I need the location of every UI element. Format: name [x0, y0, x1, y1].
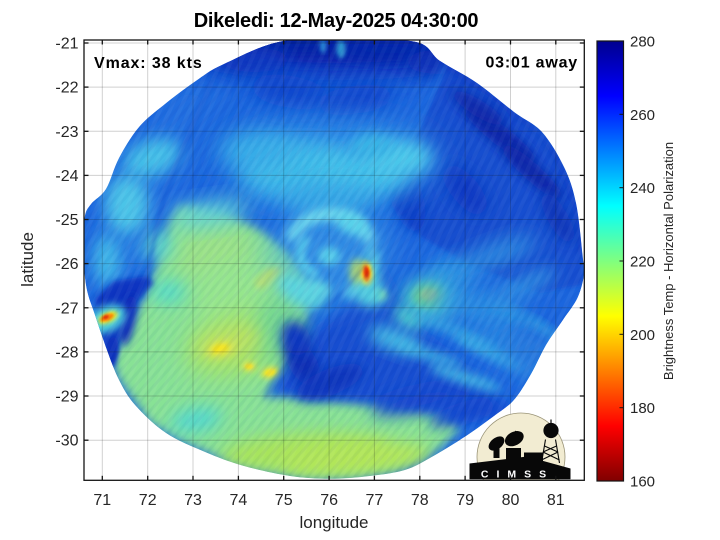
- svg-text:-28: -28: [55, 344, 78, 361]
- svg-text:-27: -27: [55, 300, 78, 317]
- svg-text:73: 73: [184, 492, 202, 509]
- svg-text:220: 220: [630, 254, 655, 271]
- svg-text:78: 78: [411, 492, 429, 509]
- svg-text:-23: -23: [55, 124, 78, 141]
- svg-text:-26: -26: [55, 256, 78, 273]
- svg-text:81: 81: [547, 492, 565, 509]
- svg-text:longitude: longitude: [299, 513, 368, 532]
- svg-text:180: 180: [630, 400, 655, 417]
- svg-text:280: 280: [630, 34, 655, 51]
- svg-text:-29: -29: [55, 389, 78, 406]
- svg-text:260: 260: [630, 107, 655, 124]
- svg-text:240: 240: [630, 180, 655, 197]
- svg-text:CIMSS: CIMSS: [481, 469, 554, 481]
- svg-text:-30: -30: [55, 433, 78, 450]
- svg-text:latitude: latitude: [18, 232, 37, 287]
- svg-text:71: 71: [93, 492, 111, 509]
- svg-text:-21: -21: [55, 36, 78, 53]
- svg-text:75: 75: [275, 492, 293, 509]
- svg-text:03:01 away: 03:01 away: [485, 55, 578, 72]
- svg-text:Brightness Temp - Horizontal P: Brightness Temp - Horizontal Polarizatio…: [661, 142, 676, 380]
- svg-text:Vmax: 38 kts: Vmax: 38 kts: [94, 55, 203, 72]
- svg-text:72: 72: [139, 492, 157, 509]
- svg-text:74: 74: [230, 492, 248, 509]
- svg-text:-24: -24: [55, 168, 78, 185]
- svg-text:79: 79: [456, 492, 474, 509]
- svg-text:-22: -22: [55, 80, 78, 97]
- svg-text:160: 160: [630, 474, 655, 491]
- svg-text:Dikeledi: 12-May-2025 04:30:00: Dikeledi: 12-May-2025 04:30:00: [194, 10, 479, 32]
- svg-text:77: 77: [366, 492, 384, 509]
- svg-text:-25: -25: [55, 212, 78, 229]
- svg-text:80: 80: [502, 492, 520, 509]
- svg-text:76: 76: [320, 492, 338, 509]
- svg-text:200: 200: [630, 327, 655, 344]
